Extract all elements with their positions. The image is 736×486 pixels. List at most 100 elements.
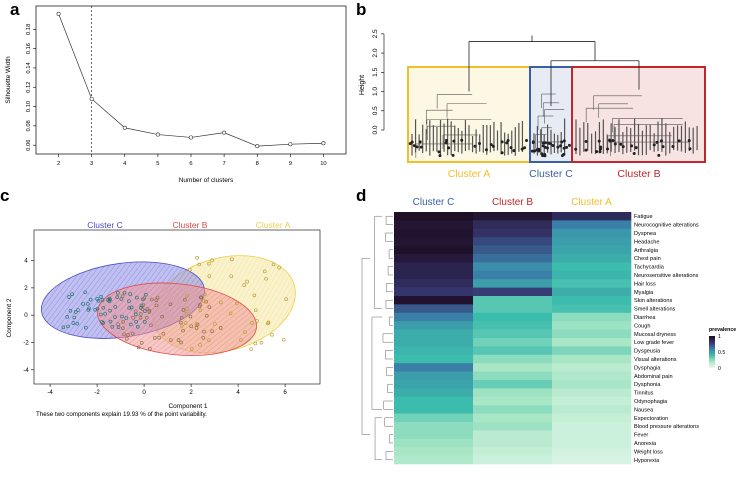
row-label: Arthralgia — [634, 248, 659, 254]
data-point — [198, 302, 203, 307]
data-point — [61, 325, 66, 330]
data-point — [139, 341, 144, 345]
panel-label-c: c — [0, 186, 10, 205]
data-point — [252, 293, 257, 298]
heatmap-cell — [552, 405, 632, 414]
plot-frame — [35, 5, 347, 155]
heatmap-cell — [473, 304, 553, 314]
data-point — [284, 297, 288, 301]
leaf-point — [560, 140, 564, 144]
row-label: Fever — [634, 433, 648, 439]
heatmap-cell — [552, 254, 632, 263]
heatmap-cell — [473, 455, 553, 465]
data-point — [120, 314, 124, 319]
cluster-label: Cluster A — [256, 220, 291, 230]
leaf-point — [619, 142, 623, 146]
x-tick-label: 0 — [142, 389, 146, 396]
data-point — [142, 296, 146, 301]
leaf-point — [489, 143, 493, 147]
leaf-point — [677, 139, 681, 143]
leaf-point — [410, 140, 414, 144]
row-label: Anorexia — [634, 441, 657, 447]
data-point — [179, 316, 184, 320]
leaf-point — [500, 140, 504, 144]
data-point — [277, 265, 281, 270]
row-label: Abdominal pain — [634, 374, 673, 380]
leaf-point — [444, 141, 448, 145]
plot-frame — [33, 229, 321, 385]
data-point — [259, 340, 264, 345]
heatmap-cell — [552, 346, 632, 356]
data-point — [207, 305, 212, 309]
heatmap-cell — [552, 413, 632, 423]
heatmap-cell — [552, 279, 632, 288]
heatmap-cell — [552, 312, 632, 322]
heatmap-cell — [552, 371, 632, 381]
y-tick-label: 0.08 — [26, 120, 32, 131]
leaf-point — [412, 144, 416, 148]
row-label: Cough — [634, 323, 650, 329]
heatmap-cell — [552, 363, 632, 372]
leaf-point — [565, 145, 569, 149]
panel-label-b: b — [356, 0, 367, 19]
heatmap-cell — [473, 228, 553, 238]
x-tick-label: 9 — [289, 161, 292, 167]
data-point — [144, 292, 148, 297]
data-point — [204, 299, 208, 304]
data-point — [122, 290, 127, 295]
row-label: Dyspnea — [634, 231, 657, 237]
heatmap-cell — [394, 254, 474, 263]
heatmap-cell — [394, 405, 474, 414]
leaf-point — [611, 139, 615, 143]
leaf-point — [613, 142, 617, 146]
row-label: Hyporexia — [634, 458, 660, 464]
data-point — [139, 303, 144, 308]
data-point — [255, 144, 260, 149]
data-point — [134, 295, 139, 300]
leaf-point — [545, 146, 549, 150]
data-point — [133, 309, 138, 314]
y-tick-label: 2 — [24, 285, 28, 292]
data-point — [183, 297, 187, 302]
heatmap-cell — [394, 304, 474, 314]
row-label: Myalgia — [634, 290, 654, 296]
data-point — [108, 297, 112, 302]
leaf-point — [484, 148, 488, 152]
row-label: Headache — [634, 239, 660, 245]
heatmap-cell — [552, 212, 632, 221]
data-point — [188, 314, 193, 319]
data-point — [194, 326, 199, 330]
heatmap-cell — [473, 329, 553, 339]
leaf-point — [438, 154, 442, 158]
data-point — [81, 302, 85, 306]
data-point — [150, 297, 154, 302]
data-point — [228, 311, 233, 316]
data-point — [179, 324, 184, 328]
heatmap-cell — [473, 287, 553, 297]
heatmap-cell — [394, 212, 474, 221]
x-axis-label: Number of clusters — [179, 177, 234, 184]
data-point — [222, 130, 227, 135]
data-point — [185, 307, 189, 311]
leaf-point — [533, 149, 537, 153]
y-tick-label: 0.16 — [26, 43, 32, 54]
leaf-point — [556, 145, 560, 149]
data-point — [73, 310, 78, 314]
heatmap-cell — [552, 321, 632, 330]
leaf-point — [655, 140, 659, 144]
data-point — [116, 322, 120, 327]
data-point — [126, 332, 130, 337]
row-dendrogram-branch — [384, 417, 393, 427]
data-point — [121, 326, 125, 330]
leaf-point — [525, 139, 529, 143]
heatmap-cell — [552, 455, 632, 465]
data-point — [67, 295, 71, 299]
leaf-point — [562, 152, 566, 156]
y-tick-label: 1.5 — [372, 67, 379, 76]
heatmap-cell — [394, 287, 474, 297]
heatmap-cell — [552, 396, 632, 406]
heatmap-cell — [473, 321, 553, 330]
data-point — [119, 297, 124, 301]
leaf-point — [567, 143, 571, 147]
data-point — [239, 338, 243, 342]
